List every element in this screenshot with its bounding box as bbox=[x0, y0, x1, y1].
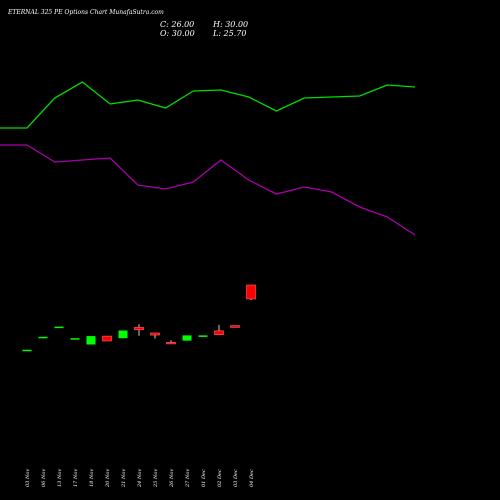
candle-body bbox=[54, 326, 64, 329]
low-value: L: 25.70 bbox=[213, 29, 247, 38]
x-tick-label: 17 Nov bbox=[73, 469, 79, 487]
x-tick-label: 26 Nov bbox=[169, 469, 175, 488]
x-tick-label: 02 Dec bbox=[217, 469, 223, 487]
candle-body bbox=[230, 325, 240, 328]
x-tick-label: 24 Nov bbox=[137, 469, 143, 488]
candle-body bbox=[198, 335, 208, 337]
x-tick-label: 01 Dec bbox=[201, 469, 207, 487]
candle-body bbox=[102, 335, 112, 342]
upper-band-line bbox=[0, 81, 416, 129]
candle-body bbox=[134, 327, 144, 331]
candle-body bbox=[166, 342, 176, 345]
x-tick-label: 04 Dec bbox=[249, 469, 255, 487]
x-tick-label: 20 Nov bbox=[105, 469, 111, 488]
candle-body bbox=[246, 284, 256, 300]
candle-body bbox=[22, 349, 32, 352]
open-value: O: 30.00 bbox=[160, 29, 195, 38]
candle-body bbox=[182, 335, 192, 341]
candle-body bbox=[70, 338, 80, 340]
candle-body bbox=[86, 336, 96, 345]
x-tick-label: 21 Nov bbox=[121, 469, 127, 488]
x-tick-label: 18 Nov bbox=[89, 469, 95, 487]
x-tick-label: 13 Nov bbox=[57, 469, 63, 487]
chart-title: ETERNAL 325 PE Options Chart MunafaSutra… bbox=[8, 9, 164, 16]
candle-body bbox=[150, 332, 160, 336]
x-tick-label: 06 Nov bbox=[41, 469, 47, 487]
x-tick-label: 25 Nov bbox=[153, 469, 159, 488]
close-value: C: 26.00 bbox=[160, 20, 195, 29]
x-tick-label: 03 Dec bbox=[233, 469, 239, 487]
x-tick-label: 03 Nov bbox=[25, 469, 31, 487]
candle-body bbox=[118, 330, 128, 339]
lower-band-line bbox=[0, 144, 416, 236]
high-value: H: 30.00 bbox=[213, 20, 249, 29]
candle-body bbox=[38, 336, 48, 339]
x-tick-label: 27 Nov bbox=[185, 469, 191, 488]
candle-body bbox=[214, 330, 224, 336]
